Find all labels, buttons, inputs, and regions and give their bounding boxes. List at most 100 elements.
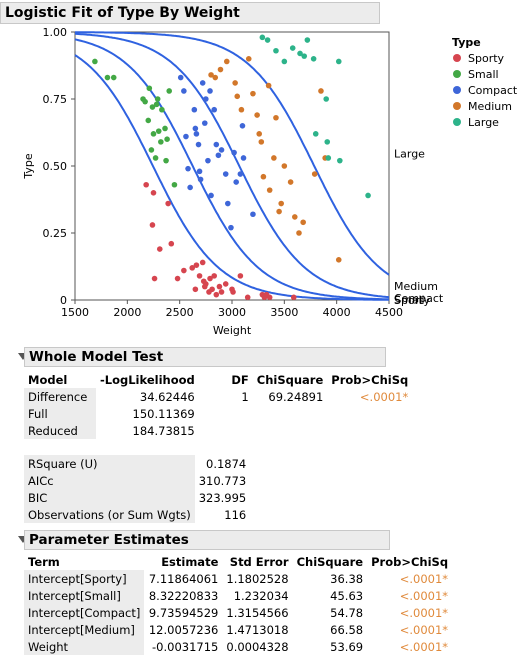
data-point: [335, 58, 342, 65]
data-point: [216, 283, 223, 290]
stderr-value: 1.232034: [233, 588, 289, 603]
data-point: [264, 37, 271, 43]
y-tick-label: 0.50: [43, 160, 68, 173]
data-point: [154, 96, 161, 102]
term-label: Intercept[Medium]: [24, 621, 145, 638]
stderr-value: 1.1802528: [226, 571, 289, 586]
col-chisq: ChiSquare: [296, 554, 364, 569]
data-point: [153, 101, 160, 108]
stat-value: 116: [224, 507, 247, 522]
data-point: [297, 50, 303, 57]
stderr-value: 1.4713018: [226, 622, 289, 637]
table-row: Intercept[Sporty] 7.11864061 1.1802528 3…: [24, 570, 452, 587]
data-point: [260, 173, 267, 180]
table-row: Intercept[Small] 8.32220833 1.232034 45.…: [24, 587, 452, 604]
data-point: [273, 114, 279, 121]
col-df: DF: [231, 372, 249, 387]
data-point: [276, 208, 282, 215]
data-point: [199, 80, 206, 86]
report-title: Logistic Fit of Type By Weight: [5, 5, 240, 21]
x-tick-label: 3000: [218, 306, 246, 319]
data-point: [192, 125, 199, 132]
data-point: [208, 192, 214, 199]
term-label: Intercept[Compact]: [24, 604, 145, 621]
term-label: Intercept[Sporty]: [24, 570, 145, 587]
x-tick-label: 4500: [375, 306, 403, 319]
data-point: [301, 53, 308, 59]
y-tick-label: 0.75: [43, 93, 68, 106]
data-point: [212, 74, 219, 81]
prob-value: <.0001*: [399, 588, 449, 603]
data-point: [223, 58, 230, 65]
data-point: [187, 184, 193, 191]
data-point: [250, 90, 256, 97]
table-row: Weight -0.0031715 0.0004328 53.69 <.0001…: [24, 638, 452, 655]
disclosure-triangle-icon[interactable]: [18, 536, 28, 543]
data-point: [365, 192, 371, 199]
data-point: [304, 37, 311, 43]
data-point: [159, 106, 165, 113]
data-point: [149, 104, 156, 110]
loglik-value: 34.62446: [139, 389, 195, 404]
report-title-bar: Logistic Fit of Type By Weight: [0, 2, 380, 24]
data-point: [193, 262, 200, 268]
chisq-value: 66.58: [330, 622, 364, 637]
whole-model-test-header[interactable]: Whole Model Test: [24, 347, 386, 367]
x-tick-label: 2500: [166, 306, 194, 319]
disclosure-triangle-icon[interactable]: [18, 353, 28, 360]
col-prob: Prob>ChiSq: [331, 372, 409, 387]
stat-value: 310.773: [198, 473, 247, 488]
data-point: [165, 200, 171, 207]
data-point: [266, 187, 273, 193]
data-point: [228, 224, 234, 231]
table-row: AICc 310.773: [24, 472, 250, 489]
data-point: [312, 131, 319, 137]
data-point: [195, 141, 202, 148]
data-point: [199, 259, 206, 266]
y-axis-label: Type: [22, 153, 35, 179]
df-value: 1: [241, 389, 249, 404]
data-point: [174, 275, 181, 282]
data-point: [201, 120, 208, 126]
stat-label: AICc: [24, 472, 195, 489]
data-point: [145, 117, 152, 124]
row-label: Reduced: [24, 422, 96, 439]
prob-value: <.0001*: [399, 639, 449, 654]
logistic-fit-chart: 1500 2000 2500 3000 3500 4000 4500 0 0.25 0.50 0.7…: [22, 26, 518, 337]
data-point: [244, 294, 251, 301]
data-point: [324, 139, 331, 145]
stat-value: 0.1874: [206, 456, 247, 471]
data-point: [110, 74, 117, 81]
data-point: [259, 34, 266, 41]
data-point: [181, 88, 187, 94]
data-point: [232, 80, 238, 86]
data-point: [230, 289, 236, 295]
data-point: [203, 96, 209, 102]
data-point: [337, 157, 343, 164]
row-label: Full: [24, 405, 96, 422]
parameter-estimates-header[interactable]: Parameter Estimates: [24, 530, 390, 550]
legend-label: Sporty: [468, 52, 505, 65]
data-point: [265, 82, 272, 89]
data-point: [238, 106, 245, 113]
data-point: [310, 56, 317, 62]
data-point: [150, 131, 157, 137]
data-point: [196, 168, 203, 175]
data-point: [225, 200, 231, 207]
fit-statistics-table: RSquare (U) 0.1874 AICc 310.773 BIC 323.…: [24, 455, 250, 523]
estimate-value: -0.0031715: [152, 639, 219, 654]
estimate-value: 7.11864061: [148, 571, 219, 586]
logistic-curve: [74, 32, 390, 299]
data-point: [281, 163, 288, 169]
category-axis-label: Sporty: [394, 294, 431, 307]
data-point: [163, 157, 169, 164]
data-point: [171, 181, 178, 188]
table-row: BIC 323.995: [24, 489, 250, 506]
data-point: [104, 74, 111, 81]
data-point: [168, 240, 175, 247]
table-row: Intercept[Medium] 12.0057236 1.4713018 6…: [24, 621, 452, 638]
data-point: [197, 176, 204, 183]
data-point: [148, 147, 155, 153]
data-point: [189, 265, 196, 271]
data-point: [177, 74, 184, 81]
